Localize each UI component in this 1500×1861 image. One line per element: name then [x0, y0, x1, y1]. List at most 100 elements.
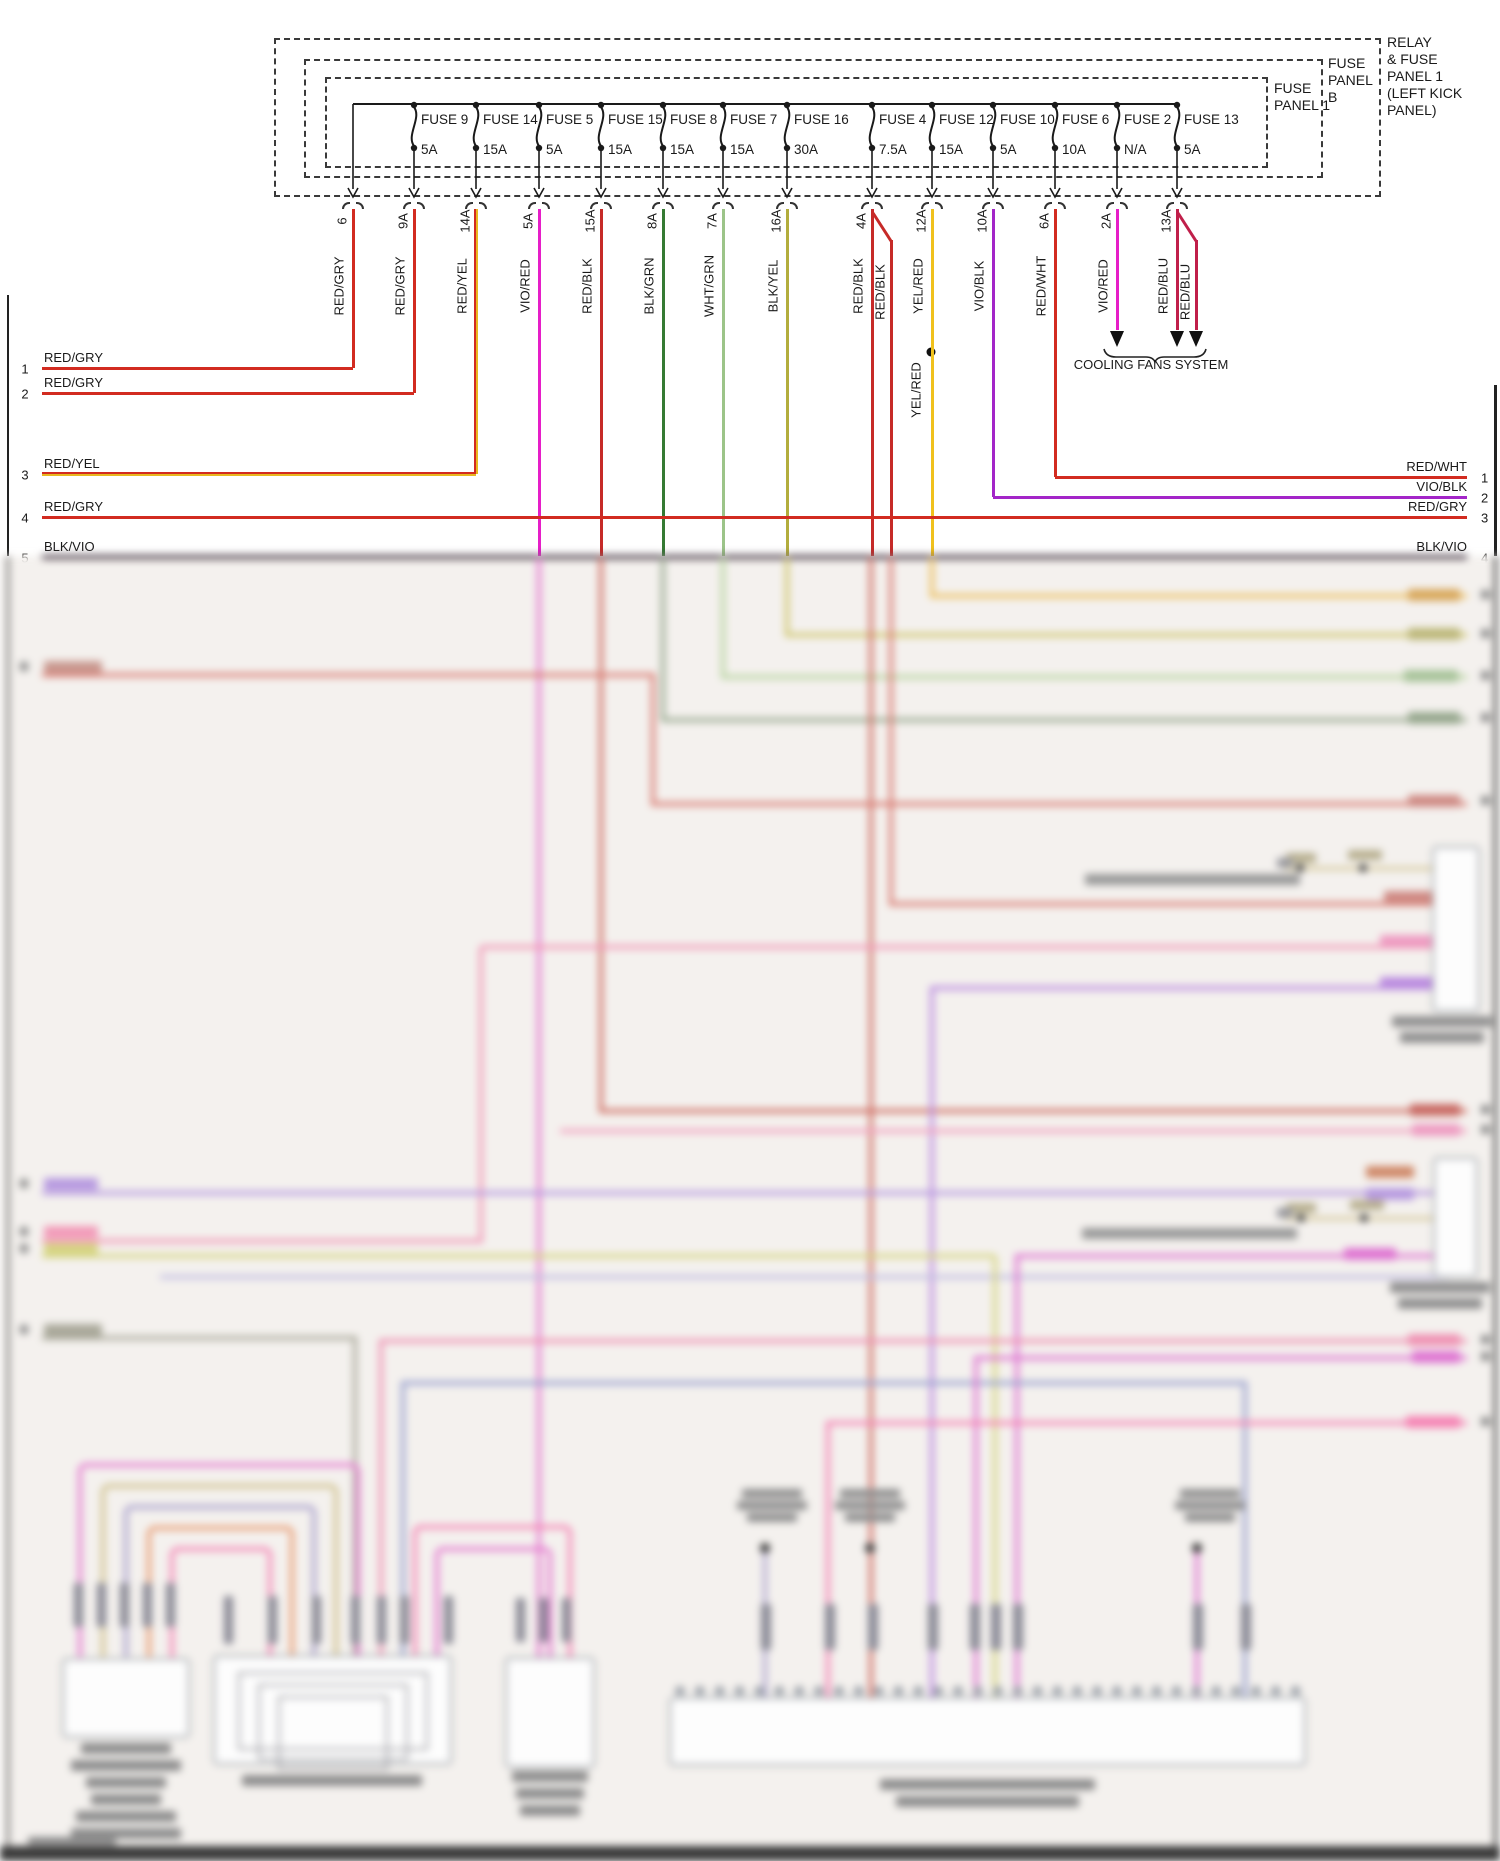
fuse-element-15a [597, 106, 605, 147]
blur-wire-1 [537, 556, 541, 1657]
blur-wire-35 [826, 1421, 1467, 1425]
panel-label-line: FUSE [1328, 55, 1366, 71]
wire-14a [474, 209, 476, 474]
fuse-element-5a [535, 106, 543, 147]
blur-wire-20 [42, 1191, 1449, 1195]
pin-bracket-5a-left [528, 202, 536, 209]
blur-wire-15 [930, 986, 1449, 990]
blur-label-bar-91 [20, 1179, 28, 1188]
blur-label-bar-42 [520, 1805, 580, 1816]
left-wire-4 [42, 515, 1467, 519]
blur-label-bar-21 [1085, 874, 1300, 885]
fuse-element-13a [1173, 106, 1181, 147]
blur-wire-42 [1285, 1217, 1433, 1220]
pin-bracket-15a-left [590, 202, 598, 209]
fuse-name-6a: FUSE 6 [1062, 112, 1110, 127]
fuse-dot-top [659, 101, 667, 109]
blur-label-bar-51 [1180, 1489, 1240, 1498]
blur-label-bar-59 [143, 1583, 152, 1627]
left-pin-number-3: 3 [21, 467, 29, 483]
fuse-name-7a: FUSE 7 [730, 112, 778, 127]
blur-label-bar-76 [991, 1604, 1001, 1650]
pin-bracket-14a-left [465, 202, 473, 209]
wire-16a [785, 209, 789, 556]
fuse-amps-7a: 15A [730, 142, 755, 157]
wire-12a [930, 209, 934, 556]
fuse-dot-top [535, 101, 543, 109]
pin-bracket-4a-right [875, 202, 883, 209]
blur-label-bar-66 [400, 1596, 409, 1644]
blur-label-bar-28 [1277, 1208, 1293, 1218]
blur-label-bar-14 [1366, 1188, 1414, 1200]
blur-dot-5 [865, 1543, 875, 1553]
pin-bracket-8a-right [666, 202, 674, 209]
fuse-amps-2a: N/A [1124, 142, 1147, 157]
blur-label-bar-56 [74, 1583, 83, 1627]
blur-label-bar-54 [28, 1837, 116, 1845]
cooling-brace [1103, 348, 1207, 365]
panel-label-line: RELAY [1387, 34, 1432, 50]
fuse-dot-top [410, 101, 418, 109]
fuse-name-10a: FUSE 10 [1000, 112, 1055, 127]
blur-wire-7 [723, 675, 1467, 679]
blur-label-bar-44 [896, 1796, 1079, 1807]
left-wire-3-stripe [42, 474, 476, 476]
blur-wire-37 [560, 1129, 1467, 1133]
blur-label-bar-77 [1013, 1604, 1023, 1650]
right-pin-label-2: VIO/BLK [1416, 479, 1467, 494]
pin-bracket-6-left [342, 202, 350, 209]
blur-label-bar-88 [1481, 1352, 1490, 1361]
fuse-symbols-svg [347, 101, 1207, 365]
fuse-name-4a: FUSE 4 [879, 112, 927, 127]
blur-label-bar-32 [1398, 1298, 1482, 1309]
blur-label-bar-79 [1241, 1604, 1251, 1650]
pin-bracket-16a-right [790, 202, 798, 209]
left-wire-2 [42, 391, 414, 395]
fuse-element-14a [472, 106, 480, 147]
blur-wire-11 [932, 594, 1467, 598]
blur-wire-30 [353, 1338, 357, 1657]
fuse-element-12a [928, 106, 936, 147]
blur-label-bar-23 [1286, 853, 1316, 863]
blur-label-bar-41 [516, 1788, 584, 1799]
blur-arch-4 [170, 1547, 272, 1657]
pin-bracket-10a-right [996, 202, 1004, 209]
pin-bracket-6-right [356, 202, 364, 209]
wire-4a [870, 209, 874, 556]
fuse-name-16a: FUSE 16 [794, 112, 849, 127]
blur-label-bar-75 [970, 1604, 980, 1650]
fuse-amps-8a: 15A [670, 142, 695, 157]
pin-bracket-7a-right [726, 202, 734, 209]
blur-wire-5 [663, 718, 1467, 722]
blur-label-bar-64 [351, 1596, 360, 1644]
exit-arrow-13a [1171, 187, 1183, 199]
blur-label-bar-24 [1348, 850, 1382, 860]
fuse-amps-15a: 15A [608, 142, 633, 157]
wire-9a [412, 209, 416, 393]
blur-wire-24 [1015, 1254, 1449, 1258]
right-border [1494, 385, 1497, 556]
blur-label-bar-25 [1286, 1203, 1316, 1213]
fuse-element-10a [989, 106, 997, 147]
panel-label-line: B [1328, 89, 1338, 105]
blur-label-bar-6 [1412, 1124, 1460, 1136]
cooling-arrow-13a-b [1189, 331, 1203, 347]
pin-bracket-9a-left [403, 202, 411, 209]
blur-label-bar-85 [1481, 1105, 1490, 1114]
blur-label-bar-53 [1185, 1513, 1235, 1522]
fuse-element-9a [410, 106, 418, 147]
blur-dot-1 [1359, 864, 1367, 872]
relay-fuse-panel-outer-box [274, 38, 1381, 197]
right-pin-number-3: 3 [1481, 510, 1489, 526]
fuse-dot-top [1113, 101, 1121, 109]
blur-label-bar-18 [44, 1226, 98, 1238]
wire-7a [721, 209, 725, 556]
blur-wire-4 [661, 556, 665, 722]
blur-label-bar-86 [1481, 1125, 1490, 1134]
blur-wire-25 [1015, 1256, 1019, 1697]
wire-branch-diag-4a [871, 212, 893, 242]
blur-component-box-4 [505, 1657, 595, 1768]
blur-label-bar-33 [81, 1743, 171, 1754]
blur-label-bar-68 [516, 1598, 525, 1642]
